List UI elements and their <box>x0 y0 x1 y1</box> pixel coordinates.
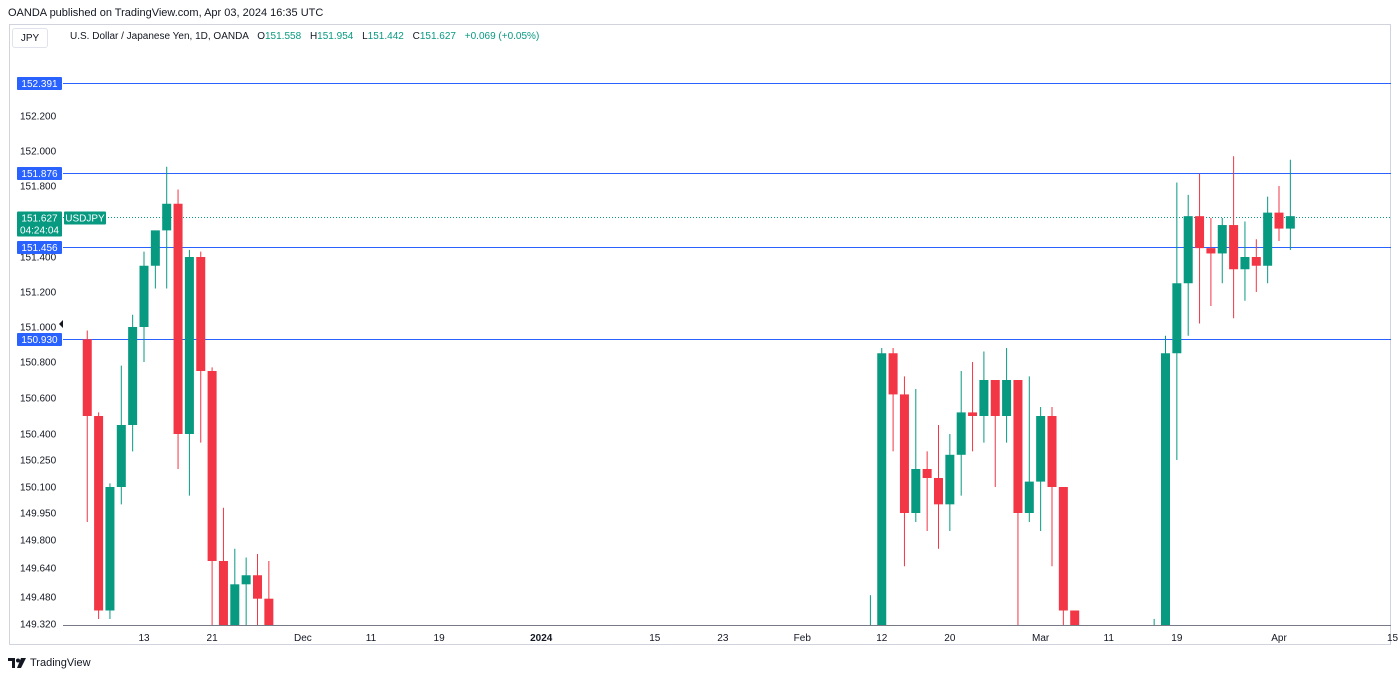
open-value: 151.558 <box>265 31 302 42</box>
high-label: H <box>309 31 318 42</box>
footer-brand-label: TradingView <box>30 657 91 669</box>
footer-brand: TradingView <box>8 657 91 669</box>
publisher-header: OANDA published on TradingView.com, Apr … <box>8 7 324 19</box>
change-value: +0.069 (+0.05%) <box>464 31 540 42</box>
close-label: C <box>412 31 420 42</box>
low-label: L <box>362 31 368 42</box>
close-value: 151.627 <box>419 31 456 42</box>
chart-frame <box>9 24 1391 645</box>
symbol-legend: U.S. Dollar / Japanese Yen, 1D, OANDA O1… <box>70 31 539 42</box>
tradingview-logo-icon <box>8 658 26 668</box>
open-label: O <box>257 31 265 42</box>
currency-button[interactable]: JPY <box>12 28 48 48</box>
low-value: 151.442 <box>367 31 404 42</box>
symbol-title: U.S. Dollar / Japanese Yen, 1D, OANDA <box>70 31 249 42</box>
high-value: 151.954 <box>317 31 354 42</box>
